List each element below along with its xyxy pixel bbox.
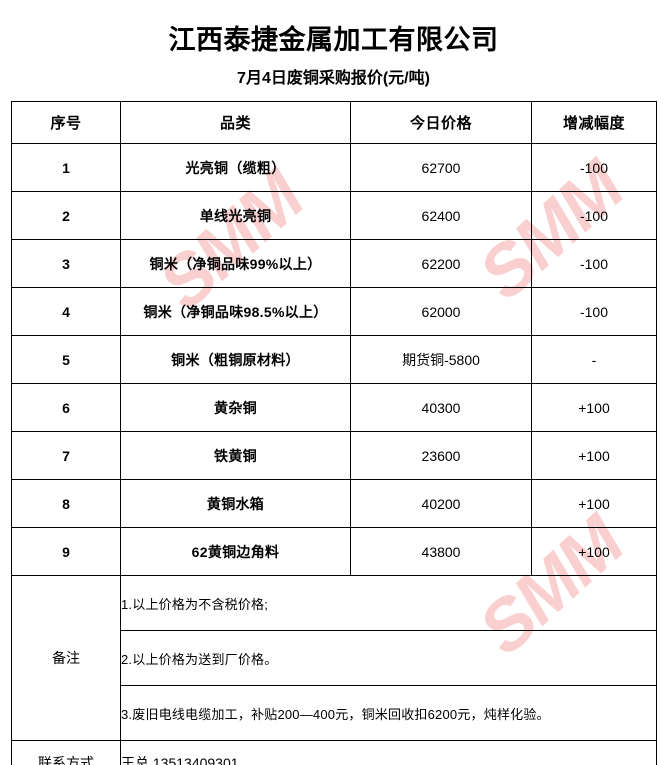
column-header-price: 今日价格 xyxy=(350,101,532,145)
row-change: -100 xyxy=(531,143,657,193)
row-price: 62700 xyxy=(350,143,532,193)
row-category: 光亮铜（缆粗） xyxy=(120,143,351,193)
row-index: 3 xyxy=(11,239,121,289)
row-category: 铜米（粗铜原材料） xyxy=(120,335,351,385)
row-index: 9 xyxy=(11,527,121,577)
row-price: 43800 xyxy=(350,527,532,577)
row-change: +100 xyxy=(531,383,657,433)
note-item: 2.以上价格为送到厂价格。 xyxy=(120,630,657,687)
company-title: 江西泰捷金属加工有限公司 xyxy=(168,25,499,55)
row-change: -100 xyxy=(531,239,657,289)
row-change: - xyxy=(531,335,657,385)
price-table-container: 序号 品类 今日价格 增减幅度 1 光亮铜（缆粗） 62700 -100 2 单… xyxy=(11,101,657,765)
notes-row: 2.以上价格为送到厂价格。 xyxy=(12,630,657,687)
report-subtitle: 7月4日废铜采购报价(元/吨) xyxy=(237,69,430,87)
row-category: 单线光亮铜 xyxy=(120,191,351,241)
contact-row: 联系方式 王总 13513409301 xyxy=(11,740,657,765)
table-header: 序号 品类 今日价格 增减幅度 xyxy=(11,101,657,145)
table-row: 1 光亮铜（缆粗） 62700 -100 xyxy=(11,143,657,193)
note-item: 1.以上价格为不含税价格; xyxy=(120,575,657,632)
row-category: 62黄铜边角料 xyxy=(120,527,351,577)
row-index: 5 xyxy=(11,335,121,385)
table-row: 7 铁黄铜 23600 +100 xyxy=(11,431,657,481)
row-price: 62000 xyxy=(350,287,532,337)
row-price: 23600 xyxy=(350,431,532,481)
row-category: 黄杂铜 xyxy=(120,383,351,433)
column-header-change: 增减幅度 xyxy=(531,101,657,145)
table-row: 8 黄铜水箱 40200 +100 xyxy=(11,479,657,529)
table-header-row: 序号 品类 今日价格 增减幅度 xyxy=(11,101,657,145)
document-header: 江西泰捷金属加工有限公司 7月4日废铜采购报价(元/吨) xyxy=(0,0,667,101)
row-index: 1 xyxy=(11,143,121,193)
row-category: 铜米（净铜品味98.5%以上） xyxy=(120,287,351,337)
row-change: +100 xyxy=(531,431,657,481)
row-index: 6 xyxy=(11,383,121,433)
contact-label: 联系方式 xyxy=(11,740,121,765)
table-body: 1 光亮铜（缆粗） 62700 -100 2 单线光亮铜 62400 -100 … xyxy=(11,143,657,765)
row-price: 62200 xyxy=(350,239,532,289)
row-category: 铁黄铜 xyxy=(120,431,351,481)
notes-label: 备注 xyxy=(11,575,121,742)
scrap-copper-price-table: 序号 品类 今日价格 增减幅度 1 光亮铜（缆粗） 62700 -100 2 单… xyxy=(11,101,657,765)
row-index: 7 xyxy=(11,431,121,481)
row-change: +100 xyxy=(531,527,657,577)
table-row: 2 单线光亮铜 62400 -100 xyxy=(11,191,657,241)
row-price: 62400 xyxy=(350,191,532,241)
contact-value: 王总 13513409301 xyxy=(120,740,657,765)
note-item: 3.废旧电线电缆加工，补贴200—400元，铜米回收扣6200元，炖样化验。 xyxy=(120,685,657,742)
row-index: 4 xyxy=(11,287,121,337)
table-row: 9 62黄铜边角料 43800 +100 xyxy=(11,527,657,577)
row-category: 黄铜水箱 xyxy=(120,479,351,529)
row-index: 8 xyxy=(11,479,121,529)
row-category: 铜米（净铜品味99%以上） xyxy=(120,239,351,289)
row-index: 2 xyxy=(11,191,121,241)
row-change: +100 xyxy=(531,479,657,529)
row-change: -100 xyxy=(531,287,657,337)
column-header-category: 品类 xyxy=(120,101,351,145)
table-row: 3 铜米（净铜品味99%以上） 62200 -100 xyxy=(11,239,657,289)
notes-row: 3.废旧电线电缆加工，补贴200—400元，铜米回收扣6200元，炖样化验。 xyxy=(12,685,657,742)
column-header-index: 序号 xyxy=(11,101,121,145)
row-price: 40300 xyxy=(350,383,532,433)
table-row: 5 铜米（粗铜原材料） 期货铜-5800 - xyxy=(11,335,657,385)
row-change: -100 xyxy=(531,191,657,241)
table-row: 6 黄杂铜 40300 +100 xyxy=(11,383,657,433)
notes-row: 备注 1.以上价格为不含税价格; xyxy=(11,575,657,742)
row-price: 40200 xyxy=(350,479,532,529)
table-row: 4 铜米（净铜品味98.5%以上） 62000 -100 xyxy=(11,287,657,337)
row-price: 期货铜-5800 xyxy=(350,335,532,385)
